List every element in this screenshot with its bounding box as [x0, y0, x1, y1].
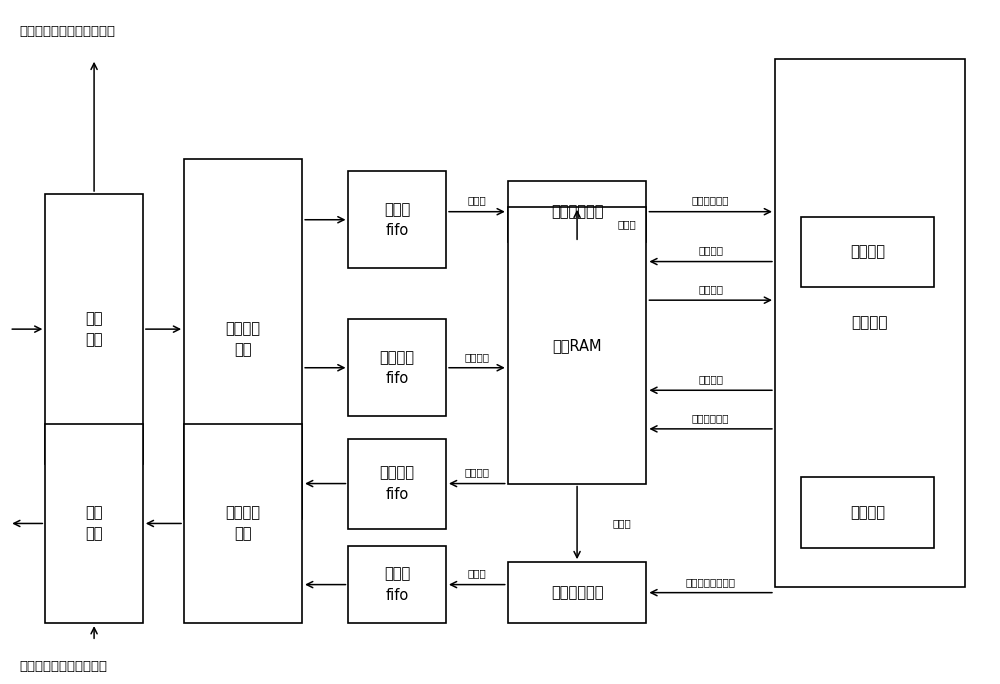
- Bar: [801, 477, 934, 548]
- Bar: [348, 546, 446, 623]
- Text: 响应报文
整合: 响应报文 整合: [226, 505, 261, 542]
- Text: 执行处理: 执行处理: [852, 315, 888, 330]
- Bar: [184, 159, 302, 519]
- Text: 信令地址译码: 信令地址译码: [551, 205, 603, 219]
- Text: 响应号和响应地址: 响应号和响应地址: [686, 577, 736, 587]
- Text: 信令报文
解析: 信令报文 解析: [226, 321, 261, 357]
- Text: 响应号
fifo: 响应号 fifo: [384, 566, 410, 603]
- Text: 缓存RAM: 缓存RAM: [552, 338, 602, 353]
- Bar: [184, 423, 302, 623]
- Text: 信令号: 信令号: [468, 195, 486, 205]
- Text: 地址比对: 地址比对: [850, 505, 885, 520]
- Text: 响应净荷
fifo: 响应净荷 fifo: [380, 466, 415, 501]
- Text: 响应地址译码: 响应地址译码: [551, 585, 603, 600]
- Bar: [45, 423, 143, 623]
- Text: 读地址: 读地址: [613, 518, 632, 528]
- Text: 信令号
fifo: 信令号 fifo: [384, 202, 410, 238]
- Text: 接收
分流: 接收 分流: [85, 311, 103, 347]
- Text: 写入处理结果: 写入处理结果: [692, 413, 729, 423]
- Text: 信令净荷
fifo: 信令净荷 fifo: [380, 350, 415, 386]
- Bar: [348, 438, 446, 529]
- Text: 写地址: 写地址: [617, 220, 636, 230]
- Bar: [508, 181, 646, 242]
- Text: 结果地址: 结果地址: [698, 374, 723, 384]
- Text: 响应号: 响应号: [468, 568, 486, 579]
- Text: 写入净荷: 写入净荷: [464, 352, 489, 362]
- Text: 转发给其他处理单元的报文: 转发给其他处理单元的报文: [20, 25, 116, 38]
- Text: 来自其他处理单元的报文: 来自其他处理单元的报文: [20, 661, 108, 674]
- Text: 读出净荷: 读出净荷: [464, 468, 489, 477]
- Text: 读出净荷: 读出净荷: [698, 285, 723, 294]
- Bar: [45, 194, 143, 464]
- Bar: [508, 562, 646, 623]
- Bar: [348, 319, 446, 416]
- Bar: [801, 217, 934, 287]
- Bar: [775, 59, 965, 586]
- Text: 信令和写地址: 信令和写地址: [692, 195, 729, 205]
- Text: 发送
汇聚: 发送 汇聚: [85, 505, 103, 542]
- Bar: [508, 207, 646, 484]
- Text: 地址比对: 地址比对: [850, 244, 885, 259]
- Text: 执行地址: 执行地址: [698, 246, 723, 256]
- Bar: [348, 172, 446, 268]
